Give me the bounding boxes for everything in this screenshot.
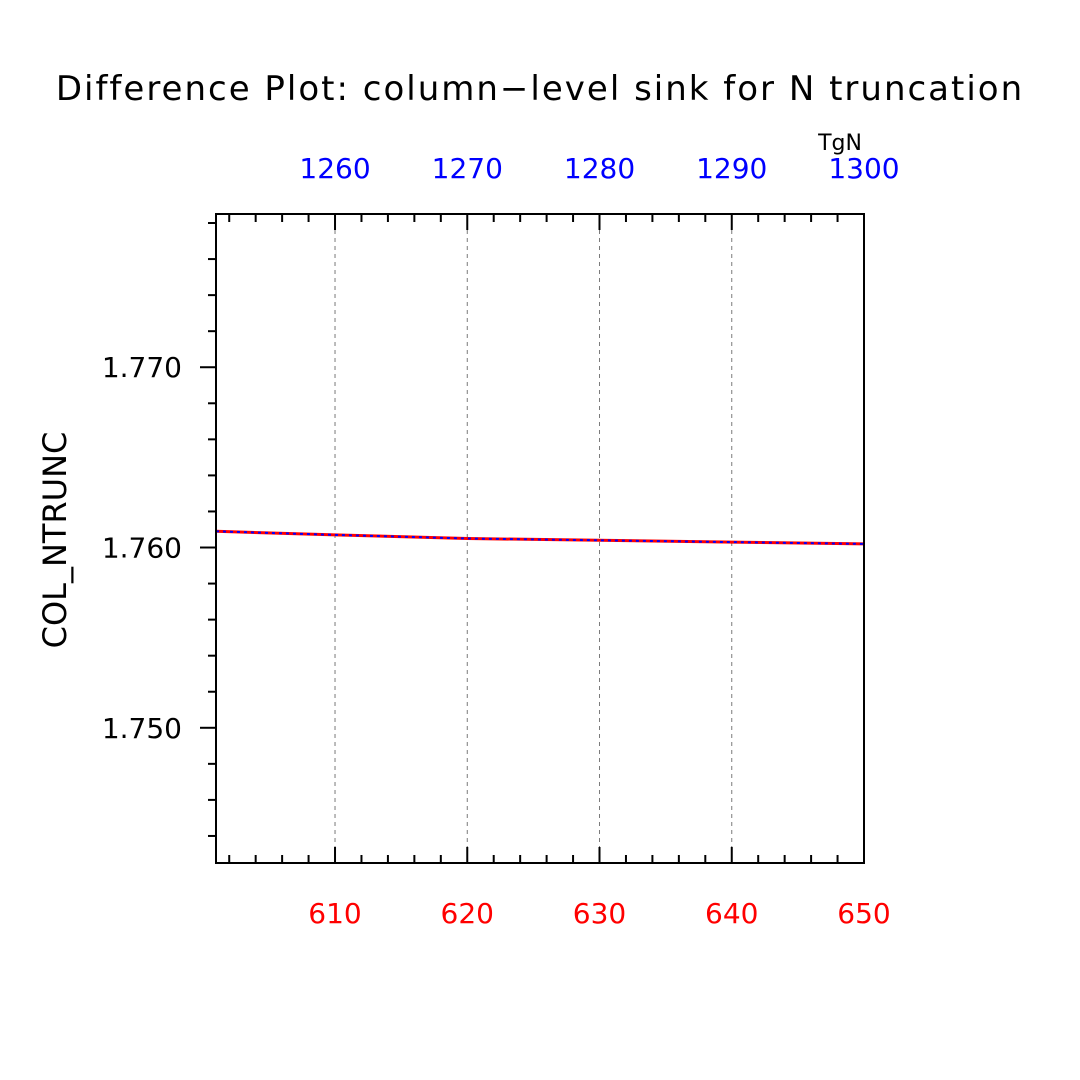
top-tick-label: 1290 [696,152,767,185]
x-tick-label: 640 [705,897,758,930]
y-axis-label: COL_NTRUNC [36,432,74,649]
x-tick-label: 630 [573,897,626,930]
y-tick-label: 1.750 [102,712,182,745]
y-tick-label: 1.770 [102,351,182,384]
y-tick-label: 1.760 [102,532,182,565]
top-tick-label: 1270 [432,152,503,185]
tick-layer: 610 620 630 640 650 1260 1270 1280 1290 1300 1.750… [102,152,900,930]
x-tick-label: 620 [441,897,494,930]
red-series-line [215,529,865,546]
top-axis-title: TgN [817,131,862,156]
series-layer [215,529,865,546]
x-tick-label: 610 [308,897,361,930]
top-tick-label: 1260 [299,152,370,185]
chart-title: Difference Plot: column−level sink for N… [56,69,1024,109]
top-tick-label: 1300 [828,152,899,185]
plot-frame [215,213,865,864]
top-tick-label: 1280 [564,152,635,185]
x-tick-label: 650 [837,897,890,930]
blue-series-line [215,530,865,545]
